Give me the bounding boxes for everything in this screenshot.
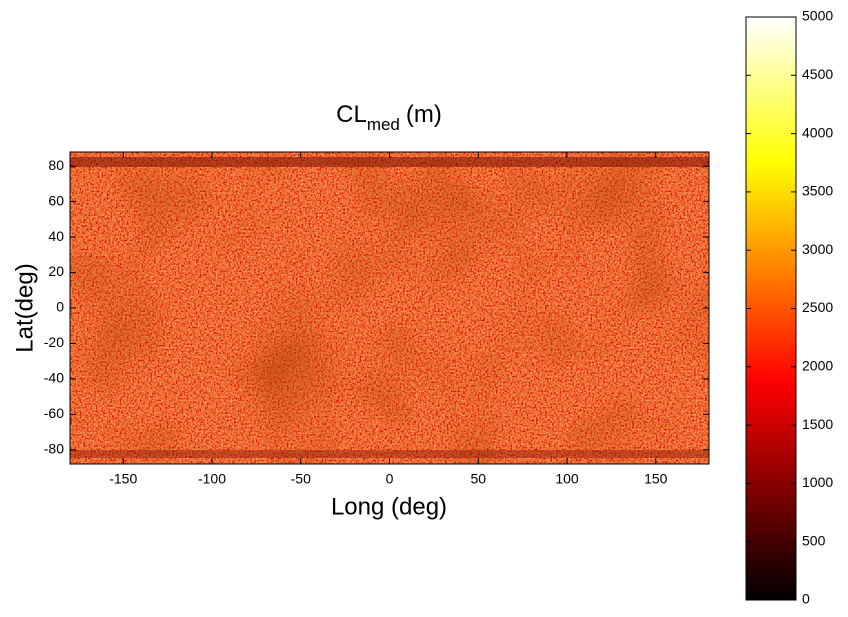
x-tick-label: 100 xyxy=(555,471,579,487)
chart-title: CLmed (m) xyxy=(336,101,442,134)
colorbar-tick-label: 5000 xyxy=(802,8,833,24)
x-tick-label: -100 xyxy=(198,471,226,487)
colorbar-tick-label: 2000 xyxy=(802,358,833,374)
x-tick-label: 150 xyxy=(644,471,668,487)
colorbar-tick-label: 4500 xyxy=(802,66,833,82)
colorbar-tick-label: 2500 xyxy=(802,299,833,315)
y-tick-label: -80 xyxy=(44,441,64,457)
y-tick-label: 40 xyxy=(48,228,64,244)
x-tick-label: 0 xyxy=(386,471,394,487)
y-tick-label: 20 xyxy=(48,263,64,279)
y-tick-label: 60 xyxy=(48,192,64,208)
colorbar-tick-label: 4000 xyxy=(802,124,833,140)
y-tick-label: 80 xyxy=(48,157,64,173)
x-tick-label: -150 xyxy=(109,471,137,487)
x-axis-label: Long (deg) xyxy=(331,493,447,520)
x-tick-label: -50 xyxy=(291,471,311,487)
y-axis-label: Lat(deg) xyxy=(11,263,38,352)
colorbar xyxy=(745,16,797,601)
colorbar-tick-label: 3500 xyxy=(802,183,833,199)
y-tick-label: -60 xyxy=(44,405,64,421)
y-tick-label: -40 xyxy=(44,370,64,386)
colorbar-tick-label: 500 xyxy=(802,532,826,548)
colorbar-tick-label: 1000 xyxy=(802,474,833,490)
colorbar-tick-label: 1500 xyxy=(802,416,833,432)
y-tick-label: 0 xyxy=(56,299,64,315)
colorbar-tick-label: 0 xyxy=(802,591,810,607)
x-tick-label: 50 xyxy=(470,471,486,487)
heatmap-image xyxy=(70,152,709,464)
y-tick-label: -20 xyxy=(44,334,64,350)
colorbar-tick-label: 3000 xyxy=(802,241,833,257)
